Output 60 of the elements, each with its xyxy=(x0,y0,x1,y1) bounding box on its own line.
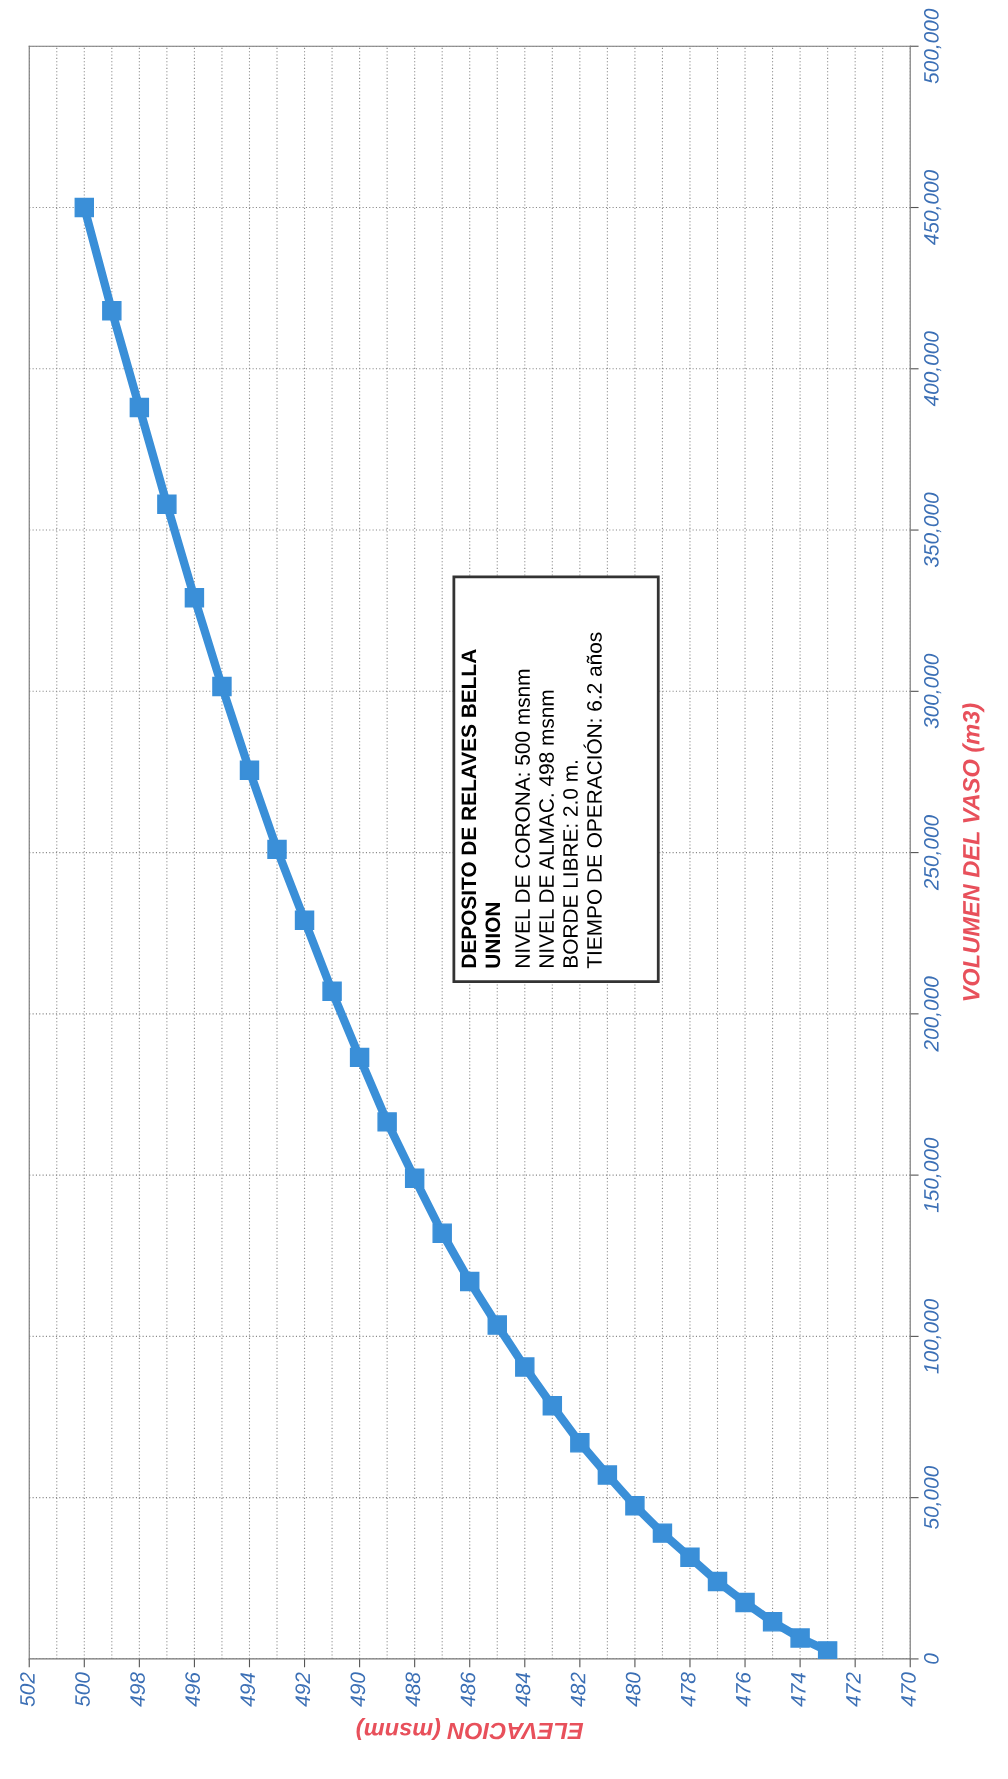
x-tick-label: 498 xyxy=(130,1672,145,1707)
x-tick-label: 500 xyxy=(75,1672,90,1707)
point xyxy=(377,1112,397,1132)
x-tick-label: 480 xyxy=(625,1672,641,1707)
point xyxy=(294,910,315,931)
x-tick-label: 474 xyxy=(791,1672,806,1707)
y-axis-title: VOLUMEN DEL VASO (m3) xyxy=(962,703,985,1001)
x-tick-label: 492 xyxy=(295,1672,311,1707)
point xyxy=(570,1433,590,1453)
x-tick-label: 472 xyxy=(846,1672,861,1707)
y-tick-label: 500,000 xyxy=(923,8,942,84)
point xyxy=(817,1641,838,1659)
point xyxy=(184,588,205,608)
y-tick-label: 250,000 xyxy=(923,815,942,891)
y-tick-label: 450,000 xyxy=(923,170,942,246)
point xyxy=(762,1612,783,1632)
point xyxy=(597,1465,618,1485)
point xyxy=(735,1592,755,1613)
point xyxy=(625,1495,645,1516)
point xyxy=(460,1271,480,1292)
point xyxy=(432,1223,452,1243)
x-tick-label: 490 xyxy=(350,1672,366,1707)
x-tick-label: 482 xyxy=(570,1672,586,1707)
x-tick-label: 484 xyxy=(515,1672,531,1707)
point xyxy=(790,1628,810,1648)
y-tick-label: 100,000 xyxy=(923,1298,942,1374)
point xyxy=(129,397,150,418)
annotation: NIVEL DE CORONA: 500 msnm NIVEL DE ALMAC. 498 msnm BORDE LIBRE: 2.0 m. TIEMPO DE OPERACIÓN: 6.2 años xyxy=(515,632,602,969)
point xyxy=(487,1315,507,1335)
y-tick-label: 200,000 xyxy=(923,976,942,1052)
point xyxy=(349,1047,370,1068)
point xyxy=(212,676,232,697)
y-tick-label: 50,000 xyxy=(923,1465,942,1530)
x-tick-label: 502 xyxy=(20,1672,35,1707)
x-tick-label: 470 xyxy=(901,1672,916,1707)
point xyxy=(239,760,260,781)
point xyxy=(322,981,342,1001)
point xyxy=(707,1571,728,1592)
x-tick-label: 476 xyxy=(735,1672,751,1707)
x-tick-label: 496 xyxy=(185,1672,201,1707)
x-tick-label: 486 xyxy=(460,1672,476,1707)
point xyxy=(515,1357,535,1377)
x-tick-label: 478 xyxy=(680,1672,696,1707)
point xyxy=(404,1168,425,1189)
point xyxy=(267,839,287,860)
point xyxy=(542,1396,563,1416)
y-tick-label: 400,000 xyxy=(923,331,942,407)
y-tick-label: 300,000 xyxy=(923,653,942,729)
annotation: DEPOSITO DE RELAVES BELLA UNION xyxy=(461,649,501,968)
y-tick-label: 150,000 xyxy=(923,1137,942,1213)
y-tick-label: 350,000 xyxy=(923,492,942,568)
point xyxy=(102,301,122,321)
y-tick-label: 0 xyxy=(923,1653,939,1664)
point xyxy=(157,494,177,514)
x-tick-label: 488 xyxy=(405,1672,421,1707)
point xyxy=(74,197,95,218)
x-tick-label: 494 xyxy=(240,1672,256,1707)
point xyxy=(652,1523,673,1543)
x-axis-title: ELEVACION (msnm) xyxy=(356,1717,584,1740)
point xyxy=(680,1547,700,1568)
